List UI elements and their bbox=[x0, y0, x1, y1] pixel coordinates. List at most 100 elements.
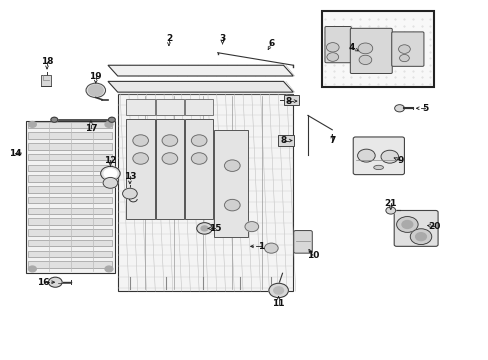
Bar bbox=[28, 197, 112, 203]
Circle shape bbox=[105, 122, 113, 127]
FancyBboxPatch shape bbox=[283, 95, 299, 105]
Polygon shape bbox=[26, 121, 115, 273]
Circle shape bbox=[224, 199, 240, 211]
Circle shape bbox=[385, 207, 395, 214]
Bar bbox=[28, 208, 112, 214]
Bar bbox=[321, 12, 433, 87]
Bar bbox=[28, 132, 112, 139]
Text: 15: 15 bbox=[208, 224, 221, 233]
Circle shape bbox=[398, 45, 409, 53]
Bar bbox=[28, 186, 112, 193]
Circle shape bbox=[326, 53, 338, 61]
Circle shape bbox=[394, 105, 404, 112]
Bar bbox=[28, 143, 112, 149]
Text: 1: 1 bbox=[258, 242, 264, 251]
Bar bbox=[184, 99, 213, 116]
Circle shape bbox=[191, 153, 206, 164]
Bar bbox=[214, 130, 248, 237]
Circle shape bbox=[357, 43, 372, 54]
Ellipse shape bbox=[373, 165, 383, 170]
FancyBboxPatch shape bbox=[352, 137, 404, 175]
Circle shape bbox=[399, 54, 408, 62]
Bar bbox=[156, 119, 183, 220]
Text: 16: 16 bbox=[37, 278, 50, 287]
Polygon shape bbox=[118, 94, 293, 291]
Bar bbox=[28, 165, 112, 171]
Polygon shape bbox=[108, 65, 293, 76]
Circle shape bbox=[396, 217, 417, 232]
Circle shape bbox=[108, 117, 115, 122]
Polygon shape bbox=[108, 81, 293, 92]
Circle shape bbox=[92, 87, 100, 93]
Circle shape bbox=[28, 122, 36, 127]
Bar bbox=[184, 119, 213, 220]
Bar bbox=[156, 99, 183, 116]
Circle shape bbox=[51, 117, 58, 122]
FancyBboxPatch shape bbox=[293, 230, 312, 253]
Circle shape bbox=[326, 42, 338, 52]
Circle shape bbox=[133, 153, 148, 164]
Circle shape bbox=[105, 266, 113, 272]
Text: 14: 14 bbox=[9, 149, 21, 158]
Circle shape bbox=[201, 226, 207, 231]
Bar bbox=[28, 175, 112, 182]
Circle shape bbox=[162, 135, 177, 146]
Text: 8: 8 bbox=[285, 96, 291, 105]
Text: 17: 17 bbox=[84, 123, 97, 132]
Text: 13: 13 bbox=[123, 172, 136, 181]
Text: 2: 2 bbox=[165, 34, 172, 43]
Circle shape bbox=[244, 222, 258, 231]
FancyBboxPatch shape bbox=[393, 211, 437, 246]
Circle shape bbox=[133, 135, 148, 146]
Circle shape bbox=[191, 135, 206, 146]
Bar bbox=[126, 99, 155, 116]
Bar bbox=[28, 219, 112, 225]
Text: 18: 18 bbox=[41, 57, 53, 66]
Text: 12: 12 bbox=[104, 156, 117, 165]
Text: 10: 10 bbox=[306, 251, 318, 260]
Bar bbox=[41, 75, 51, 86]
FancyBboxPatch shape bbox=[349, 28, 391, 73]
Bar bbox=[28, 154, 112, 160]
Circle shape bbox=[103, 177, 118, 188]
Text: 21: 21 bbox=[384, 199, 396, 208]
Circle shape bbox=[273, 287, 283, 294]
Bar bbox=[28, 251, 112, 257]
Circle shape bbox=[48, 277, 62, 287]
Text: 20: 20 bbox=[427, 222, 440, 231]
Bar bbox=[28, 261, 112, 268]
Circle shape bbox=[380, 150, 398, 163]
Circle shape bbox=[415, 233, 426, 240]
Text: 7: 7 bbox=[328, 136, 335, 145]
Circle shape bbox=[162, 153, 177, 164]
Text: 9: 9 bbox=[397, 156, 403, 165]
Circle shape bbox=[86, 83, 105, 98]
Bar bbox=[28, 240, 112, 246]
Circle shape bbox=[88, 85, 103, 96]
Circle shape bbox=[409, 229, 431, 244]
Circle shape bbox=[101, 166, 120, 181]
Bar bbox=[28, 229, 112, 235]
Circle shape bbox=[268, 283, 288, 298]
Bar bbox=[126, 119, 155, 220]
FancyBboxPatch shape bbox=[277, 135, 294, 145]
Text: 3: 3 bbox=[219, 34, 225, 43]
Circle shape bbox=[358, 55, 371, 64]
Circle shape bbox=[104, 169, 117, 178]
Circle shape bbox=[28, 266, 36, 272]
Text: 5: 5 bbox=[421, 104, 427, 113]
Circle shape bbox=[401, 221, 412, 228]
FancyBboxPatch shape bbox=[325, 27, 350, 63]
Circle shape bbox=[196, 223, 212, 234]
Text: 19: 19 bbox=[89, 72, 102, 81]
Text: 4: 4 bbox=[348, 43, 354, 52]
Text: 6: 6 bbox=[267, 39, 274, 48]
Text: 8: 8 bbox=[280, 136, 286, 145]
Bar bbox=[28, 122, 112, 128]
Circle shape bbox=[264, 243, 278, 253]
Circle shape bbox=[224, 160, 240, 171]
FancyBboxPatch shape bbox=[391, 32, 423, 66]
Circle shape bbox=[357, 149, 374, 162]
Circle shape bbox=[122, 188, 137, 199]
Text: 11: 11 bbox=[272, 299, 285, 308]
